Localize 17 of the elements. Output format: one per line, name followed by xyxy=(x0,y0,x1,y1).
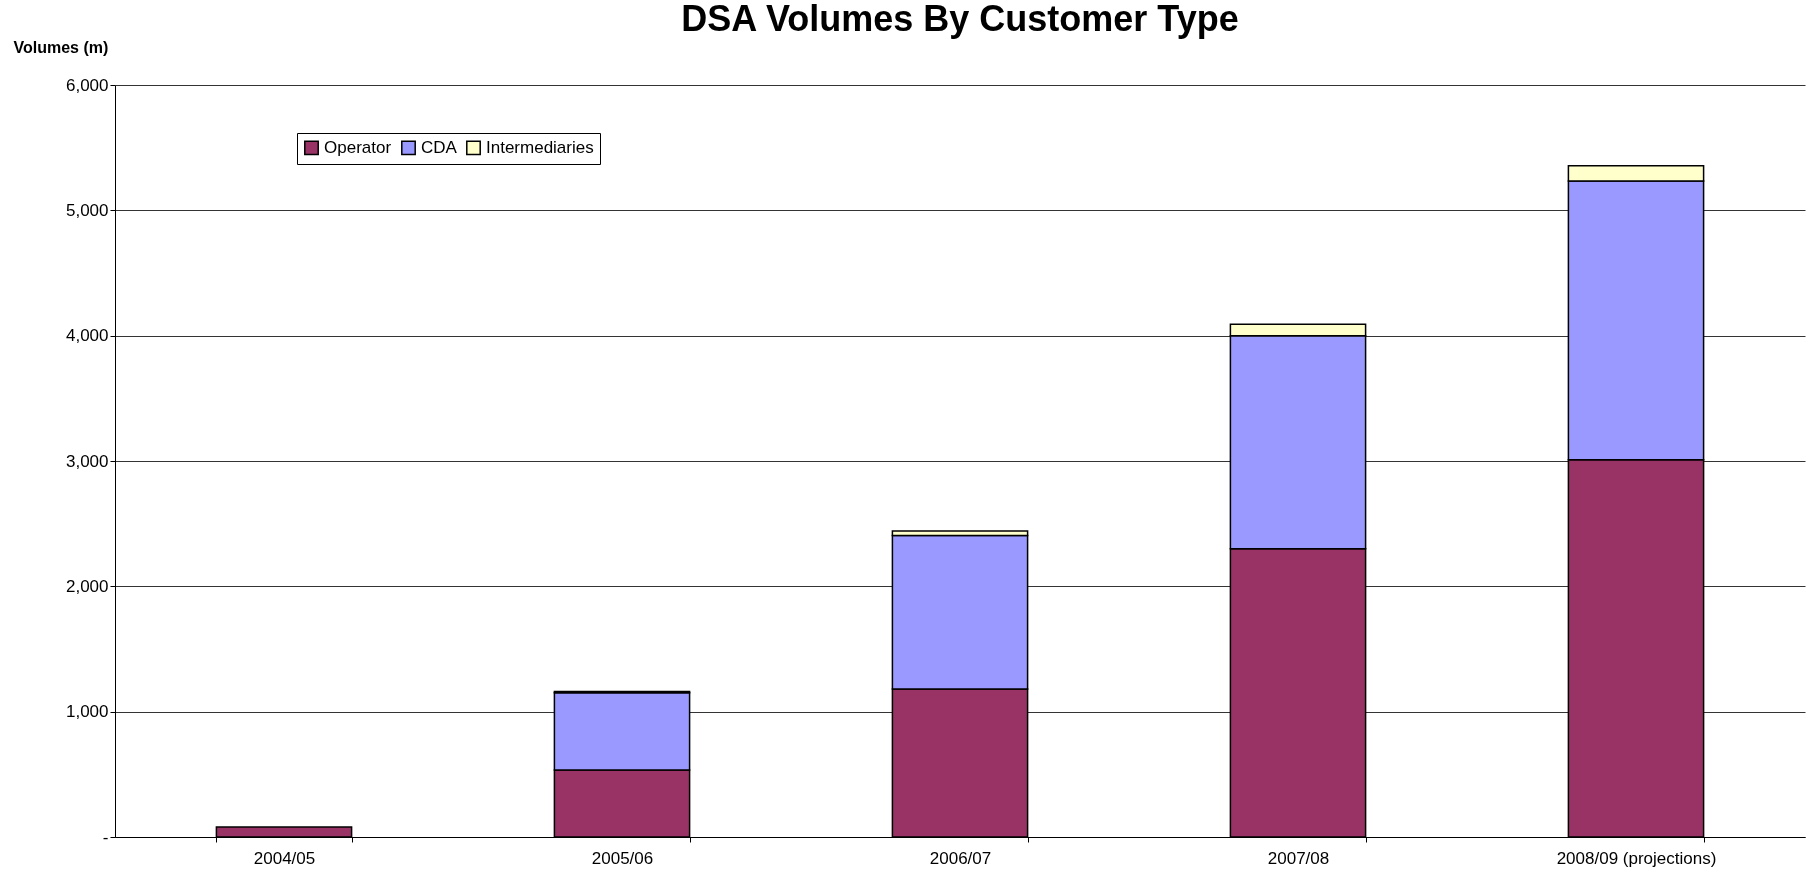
y-tick-label: 2,000 xyxy=(65,576,109,596)
x-tick-label: 2006/07 xyxy=(929,848,992,868)
legend-label: CDA xyxy=(421,137,458,157)
y-tick-label: 3,000 xyxy=(65,451,109,471)
x-tick-label: 2004/05 xyxy=(253,848,316,868)
y-tick-label: 1,000 xyxy=(65,702,109,722)
y-tick-label: 6,000 xyxy=(65,75,109,95)
y-axis-title: Volumes (m) xyxy=(13,38,109,56)
legend-label: Operator xyxy=(324,137,392,157)
y-tick-label: 4,000 xyxy=(65,326,109,346)
chart-title: DSA Volumes By Customer Type xyxy=(681,0,1239,39)
y-tick-label: - xyxy=(102,827,109,847)
y-tick-label: 5,000 xyxy=(65,200,109,220)
legend-label: Intermediaries xyxy=(486,137,594,157)
x-tick-label: 2005/06 xyxy=(591,848,654,868)
x-tick-label: 2007/08 xyxy=(1267,848,1330,868)
x-tick-label: 2008/09 (projections) xyxy=(1556,848,1717,868)
